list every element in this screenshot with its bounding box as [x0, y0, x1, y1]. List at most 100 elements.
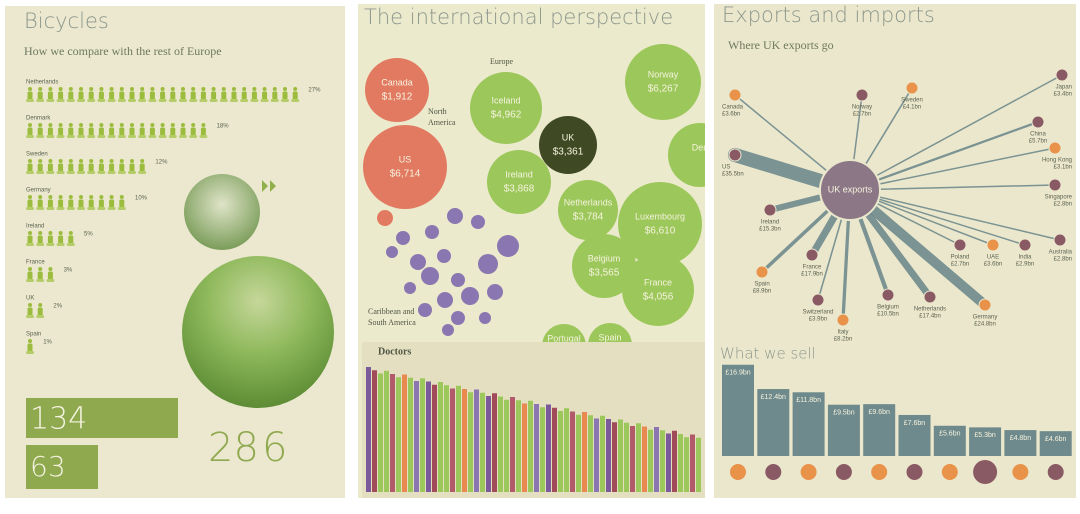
cyclist-icon	[56, 159, 65, 174]
cyclist-icon	[66, 195, 75, 210]
icon-body	[37, 91, 43, 100]
icon-wheels	[97, 135, 106, 138]
cyclist-icon	[36, 87, 45, 102]
destination-country: India	[1018, 255, 1032, 261]
cyclist-icon	[189, 123, 198, 138]
icon-wheels	[66, 135, 75, 138]
export-flow	[849, 184, 1056, 191]
cyclist-icon	[107, 159, 116, 174]
icon-wheels	[128, 99, 136, 102]
change-icon	[1047, 464, 1064, 480]
icon-wheels	[281, 99, 289, 102]
stat-number: 134	[30, 402, 87, 437]
doctor-bar	[498, 396, 503, 492]
icon-head	[68, 123, 73, 127]
icon-wheels	[77, 99, 85, 102]
icon-head	[181, 123, 185, 127]
country-label: UK	[26, 296, 34, 302]
icon-body	[47, 235, 53, 244]
destination-node	[1018, 238, 1032, 252]
cyclist-icon	[189, 87, 198, 102]
cyclist-icon	[26, 231, 34, 246]
icon-body	[160, 127, 166, 136]
icon-head	[68, 195, 73, 199]
bubble-country: Netherlands	[564, 197, 613, 207]
change-icon	[906, 464, 923, 480]
cyclist-icon	[117, 123, 126, 138]
doctor-bar	[666, 433, 671, 492]
icon-body	[98, 163, 104, 172]
destination-node	[1048, 141, 1062, 155]
icon-head	[28, 303, 32, 307]
icon-body	[68, 163, 74, 172]
icon-wheels	[66, 171, 75, 174]
cyclist-icon	[66, 159, 75, 174]
bubble-value: $4,056	[643, 292, 674, 303]
small-bubble	[377, 210, 393, 226]
icon-wheels	[36, 279, 45, 282]
cyclist-icon	[66, 87, 75, 102]
icon-head	[38, 303, 43, 307]
icon-body	[129, 163, 135, 172]
icon-wheels	[291, 99, 300, 102]
destination-country: Canada	[722, 105, 744, 111]
cyclist-icon	[26, 123, 34, 138]
icon-body	[98, 91, 104, 100]
bubble-value: $6,610	[645, 226, 676, 237]
icon-head	[283, 87, 287, 91]
icon-wheels	[189, 135, 198, 138]
icon-head	[130, 123, 134, 127]
icon-wheels	[128, 171, 136, 174]
icon-body	[78, 91, 84, 100]
small-bubble	[451, 273, 465, 287]
country-label: Sweden	[26, 152, 48, 158]
doctor-bar	[552, 407, 557, 492]
share-label: 27%	[308, 88, 321, 94]
icon-body	[58, 163, 64, 172]
icon-body	[68, 127, 74, 136]
hub	[819, 159, 881, 221]
icon-wheels	[46, 171, 55, 174]
region-label: North America	[428, 107, 456, 127]
doctor-bar	[516, 400, 521, 492]
icon-wheels	[117, 207, 126, 210]
destination-country: Australia	[1049, 250, 1073, 256]
cyclist-icon	[97, 87, 106, 102]
country-bubble	[539, 116, 597, 174]
icon-wheels	[107, 171, 116, 174]
cyclist-icon	[87, 159, 96, 174]
destination-country: Ireland	[761, 220, 779, 226]
country-bubble	[363, 125, 447, 209]
country-bubble	[625, 44, 701, 120]
icon-wheels	[158, 99, 167, 102]
destination-node	[1031, 115, 1045, 129]
icon-head	[48, 123, 53, 127]
destination-value: £15.3bn	[759, 227, 781, 233]
stat-box	[26, 445, 98, 489]
icon-body	[68, 91, 74, 100]
doctor-bar	[546, 404, 551, 492]
cyclist-icon	[26, 87, 34, 102]
small-bubble	[410, 254, 426, 270]
icon-body	[180, 91, 186, 100]
destination-node	[855, 88, 869, 102]
cyclist-icon	[168, 123, 177, 138]
icon-wheels	[87, 171, 96, 174]
icon-body	[27, 127, 33, 136]
cyclist-icon	[97, 123, 106, 138]
icon-body	[190, 127, 196, 136]
small-bubble	[425, 225, 439, 239]
destination-value: £8.2bn	[834, 337, 852, 343]
icon-wheels	[97, 207, 106, 210]
icon-wheels	[199, 135, 208, 138]
stat-number: 6	[262, 425, 287, 471]
doctor-bar	[432, 384, 437, 492]
arrow-icon	[262, 180, 276, 192]
destination-country: Poland	[951, 255, 970, 261]
change-icon	[800, 464, 817, 480]
icon-head	[191, 123, 196, 127]
stat-number: 63	[30, 450, 66, 483]
icon-head	[79, 159, 83, 163]
doctor-bar	[534, 404, 539, 492]
icon-wheels	[117, 99, 126, 102]
